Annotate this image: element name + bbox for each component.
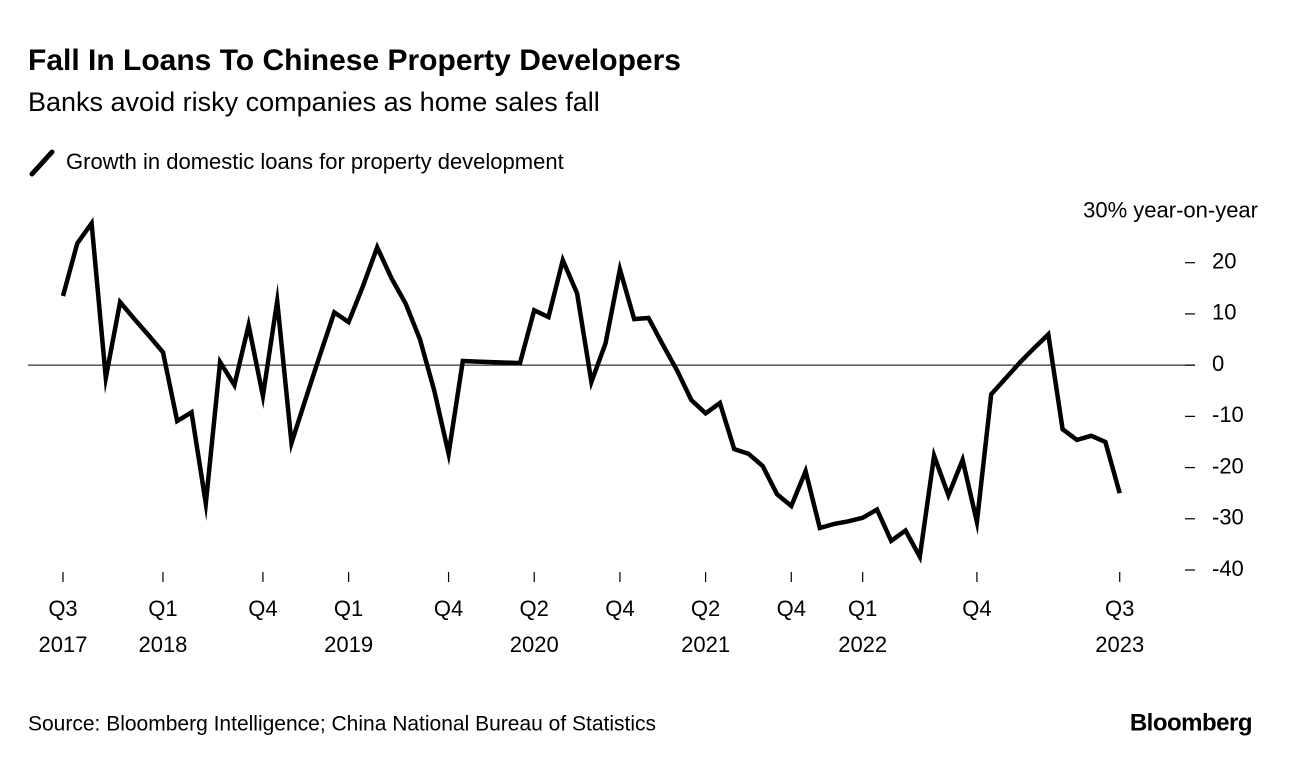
- x-tick-label: Q1 2022: [838, 596, 887, 657]
- y-tick-label: -20: [1212, 453, 1244, 478]
- y-tick-label: 20: [1212, 249, 1236, 274]
- y-tick-label: 0: [1212, 351, 1224, 376]
- x-tick-label: Q2 2021: [681, 596, 730, 657]
- y-tick-label: -30: [1212, 505, 1244, 530]
- y-tick-label: -40: [1212, 556, 1244, 581]
- x-tick-label: Q4: [605, 596, 634, 621]
- x-tick-label: Q1 2018: [138, 596, 187, 657]
- legend-swatch: [29, 149, 55, 177]
- legend-label: Growth in domestic loans for property de…: [66, 149, 564, 174]
- x-tick-label: Q3 2017: [39, 596, 88, 657]
- chart-title: Fall In Loans To Chinese Property Develo…: [28, 44, 681, 77]
- brand: Bloomberg: [1130, 709, 1252, 736]
- x-tick-label: Q2 2020: [510, 596, 559, 657]
- x-tick-label: Q4: [434, 596, 463, 621]
- chart-subtitle: Banks avoid risky companies as home sale…: [28, 87, 600, 117]
- source: Source: Bloomberg Intelligence; China Na…: [28, 713, 656, 736]
- data-line: [60, 217, 1122, 564]
- x-tick-label: Q1 2019: [324, 596, 373, 657]
- x-tick-label: Q4: [777, 596, 806, 621]
- x-tick-label: Q3 2023: [1095, 596, 1144, 657]
- x-tick-label: Q4: [248, 596, 277, 621]
- y-tick-label: 30% year-on-year: [1083, 197, 1258, 222]
- x-tick-label: Q4: [962, 596, 991, 621]
- y-tick-label: -10: [1212, 402, 1244, 427]
- y-tick-label: 10: [1212, 300, 1236, 325]
